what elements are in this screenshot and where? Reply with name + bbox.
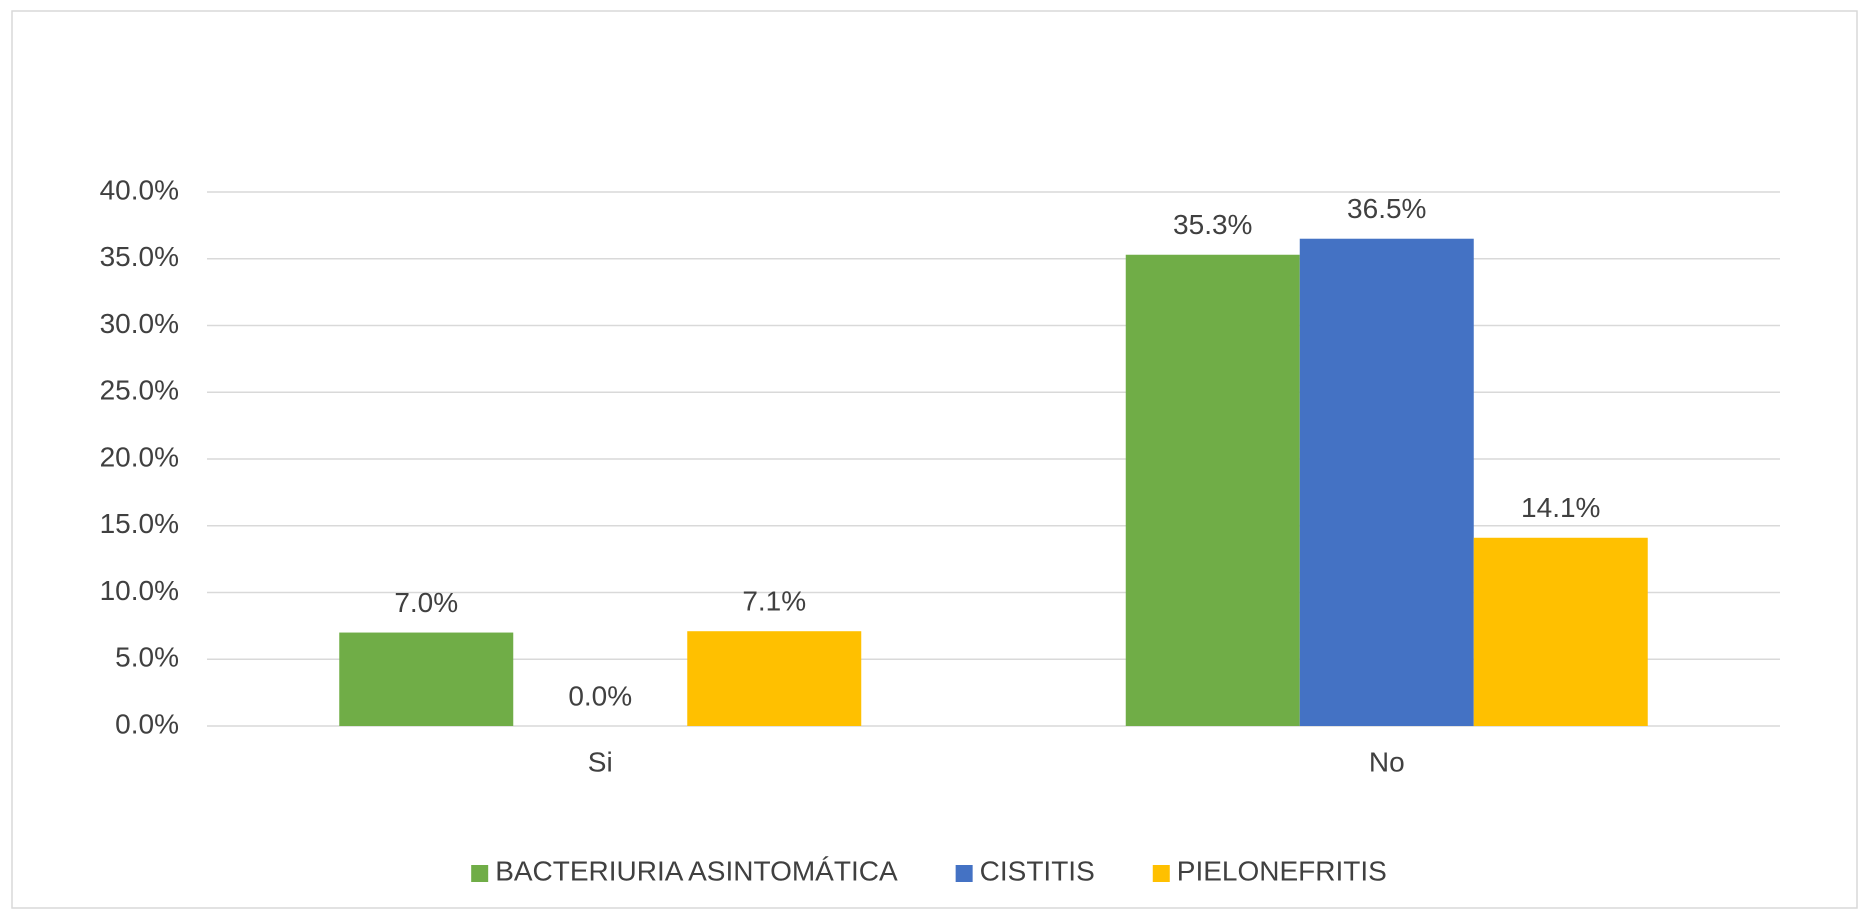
legend-swatch (471, 865, 489, 882)
data-label: 14.1% (1521, 492, 1600, 523)
data-label: 7.0% (394, 587, 458, 618)
bar (1473, 537, 1648, 726)
chart-border (11, 10, 1858, 909)
y-tick-label: 30.0% (100, 308, 179, 339)
x-tick-label: Si (588, 746, 613, 777)
legend-swatch (955, 865, 973, 882)
y-tick-label: 25.0% (100, 375, 179, 406)
y-tick-label: 20.0% (100, 441, 179, 472)
bar (1125, 254, 1300, 726)
data-label: 35.3% (1173, 209, 1252, 240)
legend-label: CISTITIS (980, 855, 1095, 886)
x-tick-label: No (1369, 746, 1405, 777)
data-label: 7.1% (742, 586, 806, 617)
bar (1299, 238, 1474, 726)
legend-swatch (1152, 865, 1170, 882)
bar (687, 631, 862, 726)
y-tick-label: 10.0% (100, 575, 179, 606)
bar (339, 632, 514, 726)
y-tick-label: 35.0% (100, 241, 179, 272)
y-tick-label: 5.0% (115, 642, 179, 673)
y-tick-label: 40.0% (100, 174, 179, 205)
legend-label: PIELONEFRITIS (1177, 855, 1387, 886)
y-tick-label: 0.0% (115, 708, 179, 739)
legend-label: BACTERIURIA ASINTOMÁTICA (495, 855, 898, 886)
y-tick-label: 15.0% (100, 508, 179, 539)
data-label: 36.5% (1347, 193, 1426, 224)
data-label: 0.0% (568, 680, 632, 711)
